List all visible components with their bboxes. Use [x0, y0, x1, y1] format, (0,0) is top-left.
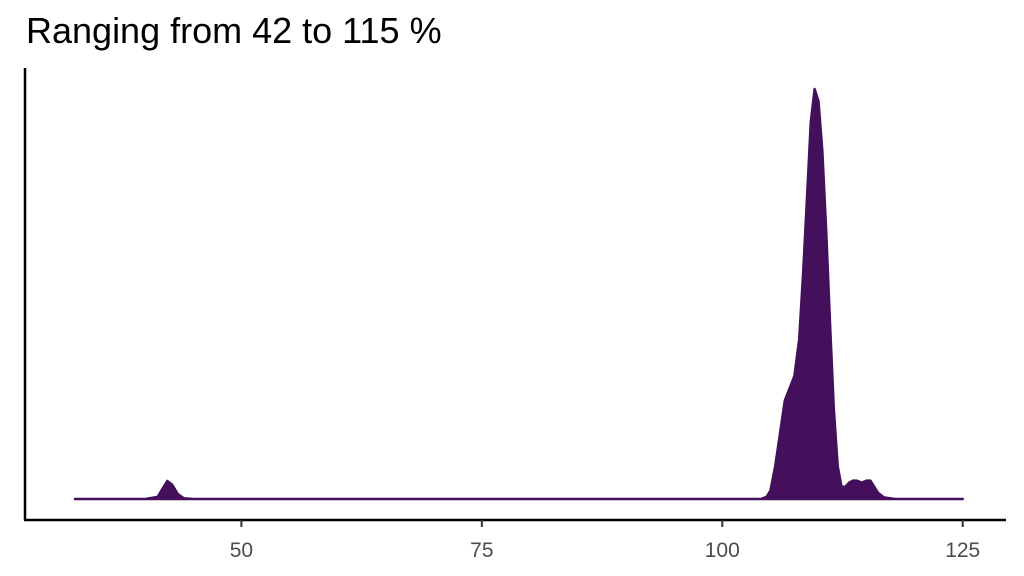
- x-axis-ticks: 50 75 100 125: [230, 520, 980, 562]
- x-tick-label: 125: [945, 539, 980, 562]
- x-tick-label: 75: [470, 539, 493, 562]
- density-area: [73, 87, 964, 501]
- x-tick-label: 100: [705, 539, 740, 562]
- x-tick-label: 50: [230, 539, 253, 562]
- chart-title: Ranging from 42 to 115 %: [26, 10, 442, 51]
